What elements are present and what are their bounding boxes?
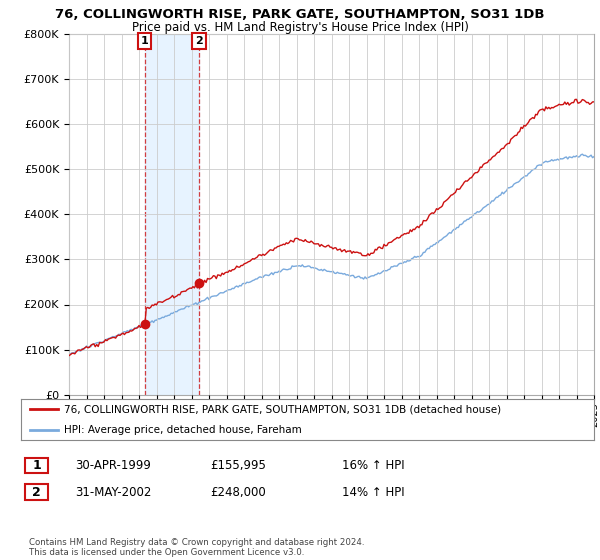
Text: 2: 2	[195, 36, 203, 46]
Text: £248,000: £248,000	[210, 486, 266, 500]
Text: 76, COLLINGWORTH RISE, PARK GATE, SOUTHAMPTON, SO31 1DB: 76, COLLINGWORTH RISE, PARK GATE, SOUTHA…	[55, 8, 545, 21]
Text: 31-MAY-2002: 31-MAY-2002	[75, 486, 151, 500]
Text: 2: 2	[32, 486, 41, 500]
Text: 76, COLLINGWORTH RISE, PARK GATE, SOUTHAMPTON, SO31 1DB (detached house): 76, COLLINGWORTH RISE, PARK GATE, SOUTHA…	[64, 404, 501, 414]
Text: 30-APR-1999: 30-APR-1999	[75, 459, 151, 473]
Text: Contains HM Land Registry data © Crown copyright and database right 2024.
This d: Contains HM Land Registry data © Crown c…	[29, 538, 364, 557]
Text: £155,995: £155,995	[210, 459, 266, 473]
Text: 1: 1	[32, 459, 41, 473]
Text: 16% ↑ HPI: 16% ↑ HPI	[342, 459, 404, 473]
Text: Price paid vs. HM Land Registry's House Price Index (HPI): Price paid vs. HM Land Registry's House …	[131, 21, 469, 34]
Text: HPI: Average price, detached house, Fareham: HPI: Average price, detached house, Fare…	[64, 424, 302, 435]
Text: 1: 1	[141, 36, 149, 46]
Bar	[145, 34, 199, 395]
Text: 14% ↑ HPI: 14% ↑ HPI	[342, 486, 404, 500]
